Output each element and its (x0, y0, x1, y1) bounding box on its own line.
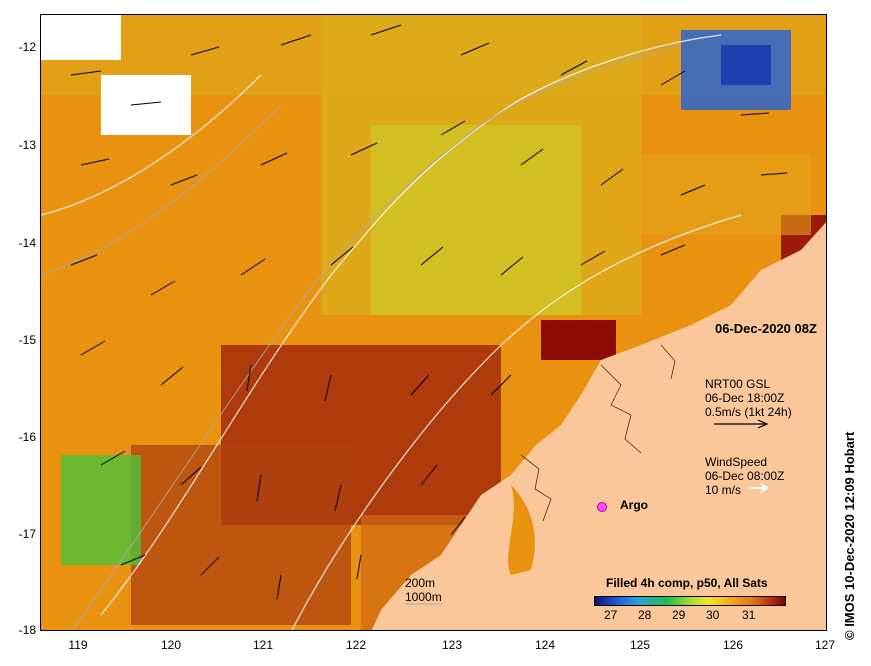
x-tick-label: 126 (722, 638, 744, 652)
wind-arrow-icon (749, 483, 769, 493)
wind-legend-line3: 10 m/s (705, 483, 742, 497)
y-tick-label: -17 (18, 527, 36, 541)
depth-legend-1000m: 1000m (405, 590, 442, 604)
x-tick-label: 127 (814, 638, 836, 652)
map-date-label: 06-Dec-2020 08Z (715, 321, 817, 336)
current-arrow-icon (714, 419, 769, 429)
y-tick-label: -15 (18, 333, 36, 347)
argo-float-icon (597, 502, 607, 512)
y-tick-label: -13 (18, 138, 36, 152)
wind-legend: WindSpeed 06-Dec 08:00Z 10 m/s (705, 455, 784, 497)
x-tick-label: 122 (345, 638, 367, 652)
depth-legend-200m: 200m (405, 576, 436, 590)
depth-legend: 200m 1000m (405, 576, 442, 604)
y-tick-label: -16 (18, 430, 36, 444)
x-tick-label: 123 (441, 638, 463, 652)
sst-colorbar (594, 596, 786, 606)
sst-field (41, 15, 826, 630)
x-tick-label: 124 (534, 638, 556, 652)
wind-legend-line2: 06-Dec 08:00Z (705, 469, 785, 483)
wind-legend-line1: WindSpeed (705, 455, 768, 469)
x-tick-label: 121 (252, 638, 274, 652)
y-tick-label: -14 (18, 236, 36, 250)
colorbar-label: 30 (706, 608, 720, 622)
current-legend-line1: NRT00 GSL (705, 377, 771, 391)
sst-map (40, 14, 827, 631)
colorbar-title: Filled 4h comp, p50, All Sats (606, 576, 768, 590)
x-tick-label: 125 (629, 638, 651, 652)
current-legend-line3: 0.5m/s (1kt 24h) (705, 405, 792, 419)
y-tick-label: -18 (18, 623, 36, 637)
colorbar-label: 27 (604, 608, 618, 622)
x-tick-label: 119 (68, 638, 88, 652)
current-legend-line2: 06-Dec 18:00Z (705, 391, 785, 405)
y-tick-label: -12 (18, 40, 36, 54)
credit-text: © IMOS 10-Dec-2020 12:09 Hobart (842, 431, 857, 640)
colorbar-label: 29 (672, 608, 686, 622)
x-tick-label: 120 (160, 638, 182, 652)
argo-label: Argo (620, 498, 648, 512)
colorbar-label: 31 (742, 608, 756, 622)
depth-contour-swatch (405, 603, 443, 605)
current-legend: NRT00 GSL 06-Dec 18:00Z 0.5m/s (1kt 24h) (705, 377, 792, 419)
colorbar-label: 28 (638, 608, 652, 622)
